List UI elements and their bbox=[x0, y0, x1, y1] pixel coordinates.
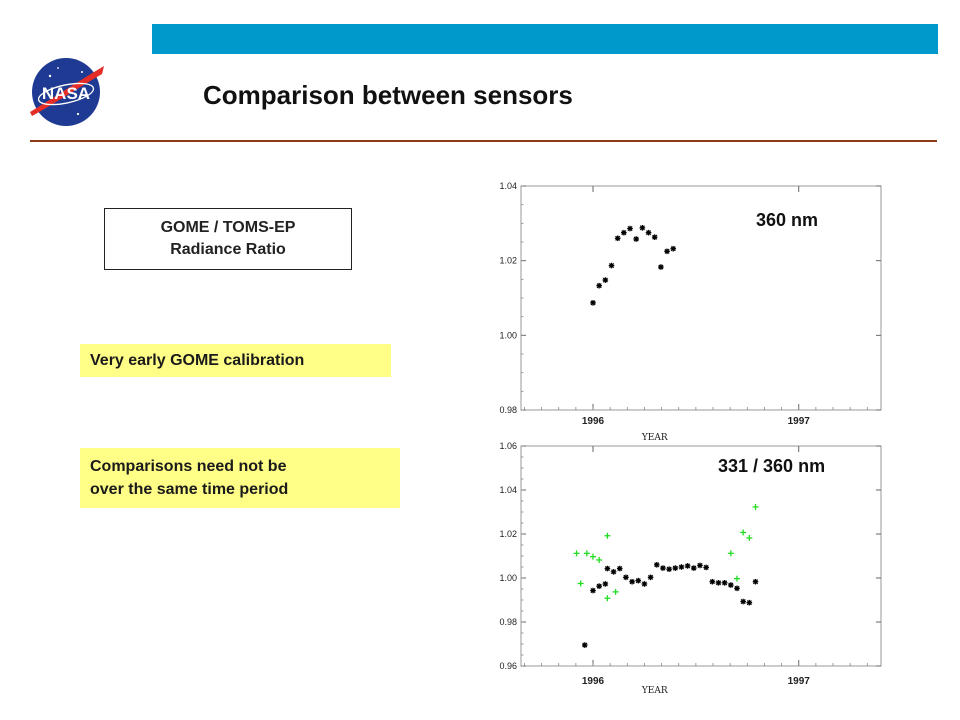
data-point-asterisk bbox=[581, 642, 588, 648]
title-divider bbox=[30, 140, 937, 142]
data-point-asterisk bbox=[596, 282, 602, 289]
ratio-line-1: GOME / TOMS-EP bbox=[160, 219, 296, 236]
y-tick-label: 1.00 bbox=[499, 573, 517, 583]
chart-331-360nm: 0.96 0.98 1.00 1.02 1.04 1.06 1996 1997 YEAR 331 … bbox=[499, 441, 882, 696]
data-point-asterisk bbox=[629, 578, 635, 585]
data-point-asterisk bbox=[658, 264, 664, 270]
data-point-asterisk bbox=[602, 277, 609, 283]
data-point-asterisk bbox=[670, 245, 677, 252]
y-tick-label: 0.96 bbox=[499, 661, 517, 671]
ratio-line-2: Radiance Ratio bbox=[170, 241, 286, 258]
x-axis-title: YEAR bbox=[641, 433, 668, 442]
y-tick-label: 1.02 bbox=[499, 256, 517, 266]
note-time-period: Comparisons need not be over the same ti… bbox=[80, 448, 400, 508]
x-tick-label: 1996 bbox=[582, 416, 605, 427]
data-point-asterisk bbox=[703, 564, 709, 571]
data-point-asterisk bbox=[653, 562, 660, 568]
data-point-asterisk bbox=[660, 565, 666, 571]
wavelength-label: 331 / 360 nm bbox=[718, 456, 825, 476]
data-point-asterisk bbox=[604, 565, 611, 572]
data-point-asterisk bbox=[734, 585, 740, 592]
plot-frame bbox=[520, 445, 882, 667]
data-point-plus bbox=[573, 550, 580, 557]
data-point-asterisk bbox=[664, 248, 670, 255]
data-point-plus bbox=[604, 595, 611, 602]
header-bar bbox=[152, 24, 938, 54]
data-point-asterisk bbox=[721, 580, 728, 586]
data-point-plus bbox=[596, 556, 603, 563]
chart-360nm: 0.98 1.00 1.02 1.04 1996 1997 YEAR 360 nm bbox=[499, 181, 882, 442]
data-point-plus bbox=[740, 529, 747, 536]
data-point-asterisk bbox=[691, 565, 697, 571]
data-point-asterisk bbox=[672, 565, 679, 571]
data-point-plus bbox=[612, 588, 619, 595]
data-point-plus bbox=[734, 575, 740, 582]
data-point-plus bbox=[577, 580, 584, 587]
page-title: Comparison between sensors bbox=[203, 80, 573, 110]
y-tick-label: 1.04 bbox=[499, 181, 517, 191]
data-point-asterisk bbox=[651, 234, 658, 240]
data-point-asterisk bbox=[623, 574, 629, 581]
data-point-plus bbox=[604, 532, 611, 539]
data-point-plus bbox=[583, 550, 590, 557]
data-point-asterisk bbox=[697, 562, 703, 569]
ratio-label-box: GOME / TOMS-EP Radiance Ratio bbox=[104, 208, 352, 270]
data-point-asterisk bbox=[602, 581, 609, 587]
data-point-asterisk bbox=[633, 236, 639, 242]
data-point-asterisk bbox=[616, 565, 623, 572]
data-point-asterisk bbox=[684, 563, 691, 569]
y-tick-label: 1.06 bbox=[499, 441, 517, 451]
data-point-asterisk bbox=[635, 577, 642, 584]
data-point-asterisk bbox=[610, 569, 617, 575]
y-tick-label: 1.02 bbox=[499, 529, 517, 539]
x-tick-label: 1997 bbox=[788, 676, 811, 687]
plot-frame bbox=[520, 185, 882, 411]
note-early-calibration: Very early GOME calibration bbox=[80, 344, 391, 377]
data-point-plus bbox=[752, 503, 759, 510]
note-early-calibration-text: Very early GOME calibration bbox=[90, 352, 305, 369]
data-point-asterisk bbox=[647, 574, 654, 581]
data-point-asterisk bbox=[752, 578, 759, 585]
data-point-asterisk bbox=[740, 598, 746, 605]
data-point-asterisk bbox=[608, 262, 615, 269]
logo-wordmark: NASA bbox=[42, 84, 90, 103]
y-tick-label: 0.98 bbox=[499, 617, 517, 627]
data-point-plus bbox=[727, 550, 734, 557]
data-point-asterisk bbox=[614, 235, 621, 242]
data-point-asterisk bbox=[709, 578, 716, 585]
data-point-asterisk bbox=[641, 581, 648, 587]
data-point-asterisk bbox=[627, 225, 633, 232]
data-point-asterisk bbox=[590, 587, 596, 594]
data-point-asterisk bbox=[746, 599, 753, 606]
data-point-asterisk bbox=[678, 564, 685, 570]
data-point-asterisk bbox=[666, 566, 672, 572]
x-tick-label: 1996 bbox=[582, 676, 605, 687]
data-point-asterisk bbox=[621, 229, 627, 236]
data-point-plus bbox=[746, 534, 753, 541]
note-time-period-line-2: over the same time period bbox=[90, 481, 289, 498]
data-point-asterisk bbox=[715, 580, 722, 586]
wavelength-label: 360 nm bbox=[756, 210, 818, 230]
data-point-asterisk bbox=[645, 229, 652, 236]
note-time-period-line-1: Comparisons need not be bbox=[90, 458, 287, 475]
x-axis-title: YEAR bbox=[641, 686, 668, 696]
x-tick-label: 1997 bbox=[788, 416, 811, 427]
y-tick-label: 0.98 bbox=[499, 405, 517, 415]
data-point-asterisk bbox=[596, 583, 602, 589]
data-point-asterisk bbox=[590, 300, 596, 306]
data-point-plus bbox=[590, 553, 596, 560]
y-tick-label: 1.00 bbox=[499, 330, 517, 340]
data-point-asterisk bbox=[639, 225, 646, 231]
nasa-logo: NASA bbox=[30, 58, 104, 126]
data-point-asterisk bbox=[728, 582, 734, 588]
y-tick-label: 1.04 bbox=[499, 485, 517, 495]
